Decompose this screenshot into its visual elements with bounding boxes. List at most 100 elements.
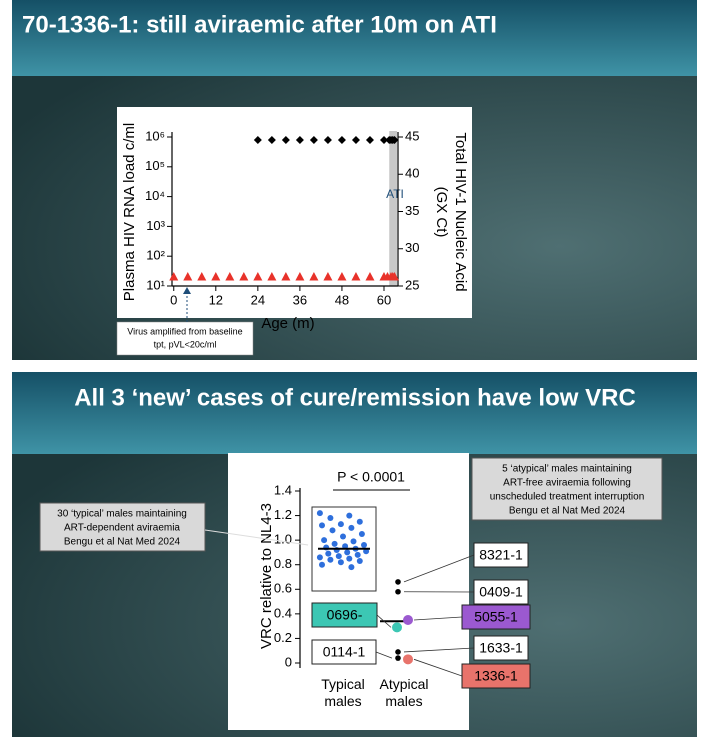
data-point: [403, 615, 413, 625]
data-point: [309, 135, 318, 144]
data-point: [295, 135, 304, 144]
note-box: [39, 502, 206, 552]
data-point: [356, 518, 363, 525]
data-point: [329, 527, 336, 534]
y2-tick-label: 30: [405, 240, 419, 255]
slide-title: 70-1336-1: still aviraemic after 10m on …: [22, 11, 497, 38]
y2-tick-label: 25: [405, 277, 419, 292]
point-label-box: [473, 579, 529, 605]
y-tick-label: 0.6: [274, 581, 292, 596]
point-label: 8321-1: [479, 547, 523, 563]
note-text: unscheduled treatment interruption: [490, 492, 645, 503]
y-tick-label: 0.8: [274, 556, 292, 571]
x-tick-label: Atypical males: [379, 676, 429, 709]
x-tick-label: 12: [209, 292, 223, 307]
data-point: [358, 531, 365, 537]
point-label: 0696-: [327, 607, 363, 623]
data-point: [351, 272, 361, 281]
y-tick-label: 10²: [146, 248, 165, 263]
data-point: [309, 272, 319, 281]
data-point: [327, 515, 334, 522]
arrow-head: [183, 287, 191, 294]
point-label: 1336-1: [474, 668, 518, 684]
data-point: [344, 549, 351, 556]
data-point: [346, 512, 353, 519]
y-tick-label: 10⁴: [145, 188, 165, 203]
data-point: [390, 135, 399, 144]
data-point: [395, 588, 401, 595]
y2-tick-label: 45: [405, 128, 419, 143]
title-bar: [12, 0, 697, 76]
point-label-box: [311, 639, 377, 665]
point-label-box: [473, 635, 529, 661]
data-point: [323, 272, 333, 281]
y-tick-label: 0.2: [274, 630, 292, 645]
data-point: [295, 272, 305, 281]
data-point: [395, 655, 401, 661]
point-label: 5055-1: [474, 609, 518, 625]
data-point: [335, 553, 342, 560]
data-point: [361, 542, 367, 549]
data-point: [211, 272, 221, 281]
note-text: ART-dependent aviraemia: [64, 523, 180, 534]
point-label-box: [311, 602, 378, 628]
data-point: [239, 272, 249, 281]
data-point: [267, 135, 276, 144]
data-point: [325, 550, 332, 557]
data-point: [356, 558, 363, 565]
data-point: [281, 135, 290, 144]
note-text: Bengu et al Nat Med 2024: [64, 537, 181, 548]
y-tick-label: 10⁶: [145, 128, 165, 143]
data-point: [403, 654, 413, 665]
note-text: ART-free aviraemia following: [503, 478, 631, 489]
group-box: [311, 506, 377, 592]
annotation: Virus amplified from baseline: [127, 326, 242, 336]
data-point: [321, 537, 328, 544]
x-axis-label: Age (m): [261, 315, 314, 332]
y2-tick-label: 35: [405, 203, 419, 218]
point-label-box: [461, 663, 531, 689]
data-point: [316, 510, 323, 517]
data-point: [340, 533, 346, 540]
y2-axis-label: Total HIV-1 Nucleic Acid: [452, 132, 469, 291]
data-point: [395, 649, 401, 655]
note-text: 5 ‘atypical’ males maintaining: [502, 464, 632, 475]
x-tick-label: 24: [251, 292, 265, 307]
point-label: 1633-1: [479, 640, 523, 656]
data-point: [327, 556, 334, 563]
y-axis-label: Plasma HIV RNA load c/ml: [121, 123, 138, 301]
y-tick-label: 1.4: [274, 482, 292, 497]
data-point: [337, 559, 344, 566]
data-point: [267, 272, 277, 281]
x-tick-label: 48: [335, 292, 349, 307]
annotation-box: [116, 321, 254, 356]
y2-tick-label: 40: [405, 166, 419, 181]
data-point: [337, 135, 346, 144]
data-point: [351, 135, 360, 144]
data-point: [346, 555, 353, 562]
x-tick-label: Typical males: [321, 676, 365, 709]
data-point: [389, 272, 399, 281]
p-value: P < 0.0001: [337, 469, 405, 485]
label-arrow: [403, 554, 475, 583]
data-point: [169, 272, 179, 281]
data-point: [365, 272, 375, 281]
data-point: [354, 551, 361, 558]
label-arrow: [375, 651, 393, 659]
y-tick-label: 0: [285, 654, 292, 669]
label-arrow: [376, 614, 392, 628]
label-arrow: [413, 658, 463, 677]
point-label: 0114-1: [323, 644, 366, 660]
data-point: [331, 540, 338, 547]
annotation: tpt, pVL<20c/ml: [154, 339, 217, 349]
data-point: [281, 272, 291, 281]
slide-title: All 3 ‘new’ cases of cure/remission have…: [74, 384, 636, 411]
data-point: [253, 272, 263, 281]
data-point: [319, 522, 325, 529]
data-point: [316, 554, 323, 561]
data-point: [348, 524, 355, 531]
y-tick-label: 10¹: [146, 277, 165, 292]
y-tick-label: 1.0: [274, 532, 292, 547]
